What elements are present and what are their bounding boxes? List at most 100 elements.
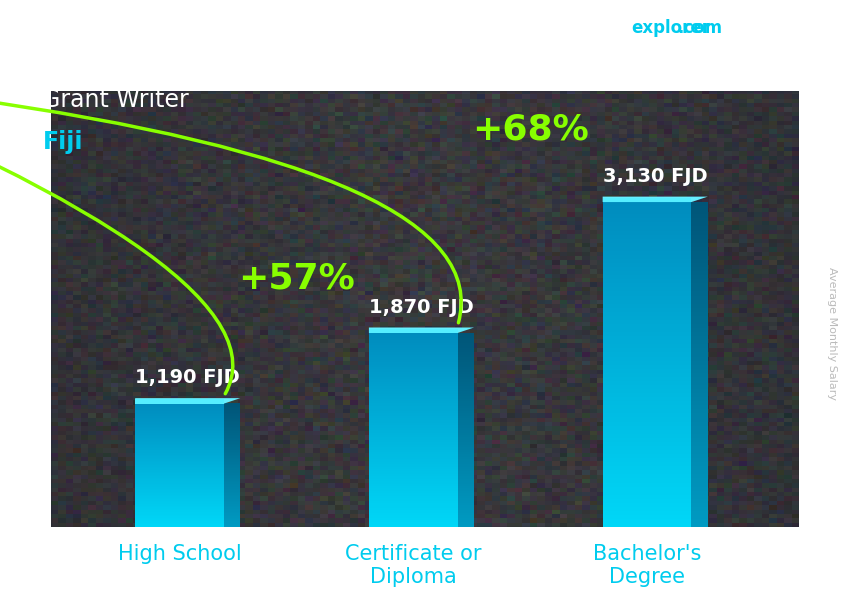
Bar xyxy=(457,520,474,522)
Bar xyxy=(457,345,474,347)
Bar xyxy=(224,411,241,413)
Bar xyxy=(691,202,708,206)
Bar xyxy=(457,340,474,342)
Bar xyxy=(224,413,241,415)
Bar xyxy=(369,396,457,399)
Bar xyxy=(224,465,241,467)
Bar xyxy=(135,511,224,513)
Bar xyxy=(457,496,474,498)
Bar xyxy=(603,218,692,222)
Bar xyxy=(457,438,474,440)
Bar xyxy=(691,218,708,222)
Bar xyxy=(457,486,474,488)
Bar xyxy=(224,508,241,510)
Bar xyxy=(224,488,241,490)
Bar xyxy=(603,320,692,324)
Bar xyxy=(369,488,457,491)
Bar xyxy=(224,415,241,416)
Bar xyxy=(369,496,457,498)
Bar xyxy=(369,440,457,442)
Bar xyxy=(457,403,474,406)
Bar xyxy=(691,291,708,296)
Bar xyxy=(135,411,224,413)
Bar xyxy=(603,332,692,336)
Bar xyxy=(224,487,241,488)
Bar xyxy=(224,445,241,447)
Bar xyxy=(457,369,474,372)
Bar xyxy=(224,498,241,499)
Bar xyxy=(135,435,224,436)
Bar xyxy=(691,263,708,267)
Bar xyxy=(135,518,224,519)
Bar xyxy=(224,507,241,508)
Bar xyxy=(224,435,241,436)
Bar xyxy=(135,499,224,501)
Bar xyxy=(224,493,241,494)
Bar xyxy=(603,507,692,511)
Bar xyxy=(603,442,692,446)
Bar xyxy=(691,206,708,210)
Bar xyxy=(691,377,708,381)
Bar xyxy=(135,471,224,473)
Bar xyxy=(691,507,708,511)
Bar xyxy=(691,487,708,491)
Bar xyxy=(603,242,692,247)
Bar xyxy=(457,418,474,421)
Bar xyxy=(224,461,241,462)
Bar xyxy=(457,447,474,450)
Bar xyxy=(224,502,241,504)
Bar xyxy=(135,445,224,447)
Bar xyxy=(369,374,457,377)
Bar xyxy=(603,474,692,479)
Bar xyxy=(691,239,708,242)
Bar xyxy=(457,430,474,433)
Bar xyxy=(224,468,241,470)
Bar xyxy=(603,352,692,356)
Bar xyxy=(369,416,457,418)
Bar xyxy=(135,478,224,479)
Bar xyxy=(691,283,708,287)
Bar xyxy=(457,493,474,496)
Bar xyxy=(369,471,457,474)
Bar xyxy=(457,491,474,493)
Bar xyxy=(224,501,241,502)
Bar xyxy=(457,386,474,389)
Bar xyxy=(603,482,692,487)
Bar xyxy=(603,336,692,340)
Bar xyxy=(603,226,692,230)
Bar xyxy=(224,407,241,408)
Bar xyxy=(457,396,474,399)
Bar xyxy=(691,348,708,353)
Bar xyxy=(135,505,224,507)
Bar xyxy=(603,263,692,267)
Bar xyxy=(135,439,224,441)
Bar xyxy=(457,425,474,428)
Bar xyxy=(135,436,224,438)
Bar xyxy=(224,485,241,487)
Bar xyxy=(457,513,474,515)
Bar xyxy=(603,458,692,462)
Bar xyxy=(603,446,692,450)
Bar xyxy=(691,214,708,218)
Bar xyxy=(369,357,457,360)
Bar xyxy=(369,464,457,467)
Bar xyxy=(224,447,241,448)
Polygon shape xyxy=(369,327,474,333)
Text: 1,190 FJD: 1,190 FJD xyxy=(135,368,240,387)
Polygon shape xyxy=(135,398,241,404)
Bar xyxy=(369,430,457,433)
Bar xyxy=(224,431,241,433)
Bar xyxy=(135,508,224,510)
Bar xyxy=(135,453,224,454)
Bar xyxy=(135,490,224,491)
Bar xyxy=(457,474,474,476)
Bar xyxy=(691,247,708,251)
Bar xyxy=(369,338,457,340)
Bar xyxy=(369,401,457,404)
Bar xyxy=(603,511,692,515)
Bar xyxy=(135,425,224,427)
Bar xyxy=(457,462,474,464)
Bar xyxy=(224,422,241,424)
Bar xyxy=(224,494,241,496)
Bar xyxy=(135,433,224,435)
